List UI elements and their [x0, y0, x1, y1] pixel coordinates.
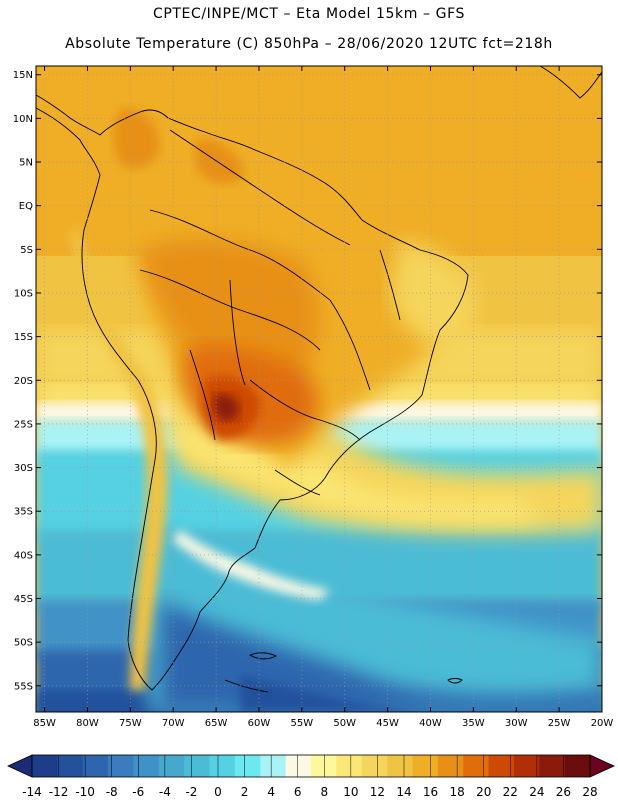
axis-ticks — [36, 66, 603, 712]
lon-label: 35W — [462, 718, 485, 729]
coastline-overlay — [36, 66, 602, 693]
lat-label: 10N — [13, 114, 33, 125]
colorbar-swatch — [564, 755, 591, 777]
colorbar-swatch — [361, 755, 388, 777]
map-frame — [35, 65, 603, 713]
colorbar-tick-label: 20 — [476, 785, 491, 799]
lon-label: 75W — [119, 718, 142, 729]
colorbar-swatch — [108, 755, 134, 777]
lon-label: 20W — [591, 718, 614, 729]
colorbar-tick-label: 28 — [582, 785, 597, 799]
colorbar-tick-label: -6 — [132, 785, 144, 799]
lon-label: 25W — [548, 718, 571, 729]
lat-label: 30S — [14, 463, 33, 474]
colorbar-underflow-arrow — [7, 754, 33, 778]
colorbar-tick-label: -2 — [185, 785, 197, 799]
lat-label: 55S — [14, 681, 33, 692]
colorbar-tick-label: 22 — [503, 785, 518, 799]
colorbar-tick-label: -4 — [159, 785, 171, 799]
colorbar-swatch — [285, 755, 312, 777]
colorbar-swatch — [539, 755, 565, 777]
colorbar-tick-label: 10 — [343, 785, 358, 799]
lon-label: 40W — [419, 718, 442, 729]
colorbar-tick-label: -12 — [49, 785, 69, 799]
colorbar-swatch — [57, 755, 84, 777]
colorbar-swatch — [234, 755, 261, 777]
lat-label: 15S — [14, 332, 33, 343]
colorbar-swatch — [336, 755, 363, 777]
lon-label: 65W — [205, 718, 228, 729]
lon-label: 70W — [162, 718, 185, 729]
colorbar-swatch — [387, 755, 413, 777]
colorbar-tick-label: 14 — [396, 785, 411, 799]
colorbar-swatch — [412, 755, 439, 777]
lon-label: 50W — [333, 718, 356, 729]
lat-label: EQ — [19, 201, 33, 212]
lat-label: 50S — [14, 638, 33, 649]
lon-label: 55W — [291, 718, 314, 729]
colorbar-swatch — [158, 755, 185, 777]
colorbar-swatch — [488, 755, 515, 777]
colorbar-tick-label: 24 — [529, 785, 544, 799]
colorbar-swatch — [133, 755, 160, 777]
longitude-labels: 85W 80W 75W 70W 65W 60W 55W 50W 45W 40W 35W 30W 25W 2… — [33, 718, 613, 729]
colorbar-swatch — [209, 755, 236, 777]
colorbar-tick-label: 16 — [423, 785, 438, 799]
colorbar-swatch — [437, 755, 464, 777]
lon-label: 30W — [505, 718, 528, 729]
lon-label: 45W — [376, 718, 399, 729]
colorbar-tick-label: -14 — [22, 785, 42, 799]
colorbar-tick-label: 4 — [267, 785, 275, 799]
colorbar-overflow-arrow — [589, 754, 615, 778]
lat-label: 20S — [14, 376, 33, 387]
lon-label: 85W — [33, 718, 56, 729]
lat-label: 45S — [14, 594, 33, 605]
colorbar-swatch — [260, 755, 286, 777]
temperature-field — [36, 66, 602, 712]
colorbar-tick-label: 26 — [556, 785, 571, 799]
colorbar-tick-label: -10 — [75, 785, 95, 799]
lat-label: 15N — [13, 70, 33, 81]
lat-label: 5N — [19, 158, 33, 169]
colorbar-swatch — [184, 755, 210, 777]
colorbar-swatch — [32, 755, 58, 777]
lon-label: 60W — [248, 718, 271, 729]
latitude-labels: 15N 10N 5N EQ 5S 10S 15S 20S 25S 30S 35S 40S 45S 50S 5… — [13, 70, 33, 692]
lat-label: 5S — [20, 245, 33, 256]
colorbar-swatch — [82, 755, 109, 777]
lat-label: 40S — [14, 550, 33, 561]
map-title-line-1: CPTEC/INPE/MCT – Eta Model 15km – GFS — [152, 6, 466, 22]
colorbar — [7, 754, 615, 778]
colorbar-tick-labels: -14 -12 -10 -8 -6 -4 -2 0 2 4 6 8 10 12 14 16 18 20 22 24 26… — [22, 785, 597, 799]
colorbar-tick-label: 2 — [241, 785, 249, 799]
colorbar-tick-label: 18 — [450, 785, 465, 799]
map-title-line-2: Absolute Temperature (C) 850hPa – 28/06/… — [65, 36, 553, 52]
colorbar-swatch — [513, 755, 540, 777]
lon-label: 80W — [76, 718, 99, 729]
colorbar-tick-label: 12 — [370, 785, 385, 799]
colorbar-tick-label: 8 — [320, 785, 328, 799]
lat-label: 10S — [14, 288, 33, 299]
colorbar-tick-label: 0 — [214, 785, 222, 799]
colorbar-tick-label: -8 — [106, 785, 118, 799]
colorbar-tick-label: 6 — [294, 785, 302, 799]
colorbar-swatch — [311, 755, 337, 777]
lat-label: 35S — [14, 507, 33, 518]
colorbar-swatch — [463, 755, 489, 777]
lat-label: 25S — [14, 419, 33, 430]
